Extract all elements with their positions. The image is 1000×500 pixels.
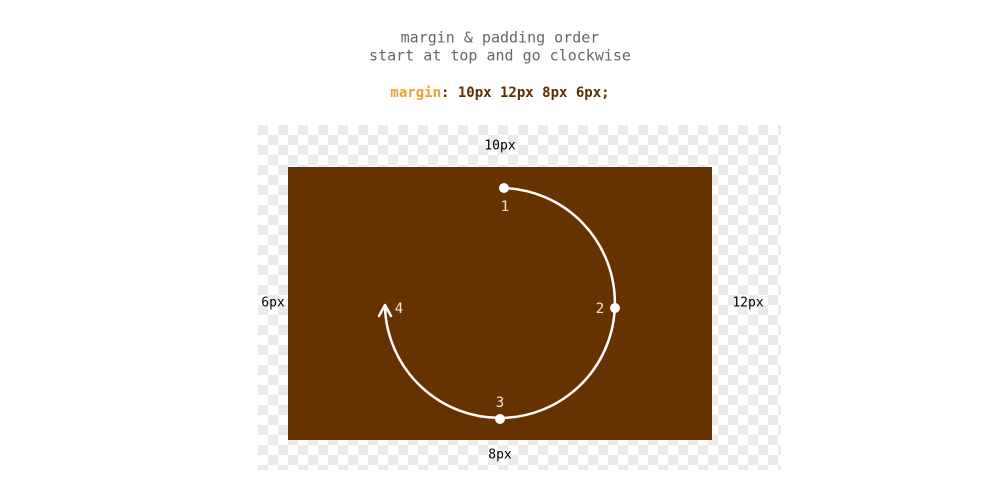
margin-label-left: 6px (261, 296, 285, 311)
step-label: 2 (596, 301, 604, 317)
margin-label-top: 10px (484, 139, 515, 154)
arrow-head (377, 303, 393, 318)
margin-label-right: 12px (732, 296, 763, 311)
step-dot (495, 414, 505, 424)
title-line: margin & padding order (401, 29, 600, 47)
code-line: margin: 10px 12px 8px 6px; (390, 85, 609, 101)
margin-label-bottom: 8px (488, 448, 512, 463)
title-line: start at top and go clockwise (369, 47, 631, 65)
step-dot (499, 183, 509, 193)
code-property: margin (390, 85, 441, 101)
code-value: : 10px 12px 8px 6px; (441, 85, 610, 101)
step-label: 1 (501, 199, 509, 215)
step-label: 3 (496, 395, 504, 411)
step-dot (610, 303, 620, 313)
clockwise-arc (383, 186, 617, 420)
element-box (288, 167, 712, 440)
step-label: 4 (395, 301, 403, 317)
